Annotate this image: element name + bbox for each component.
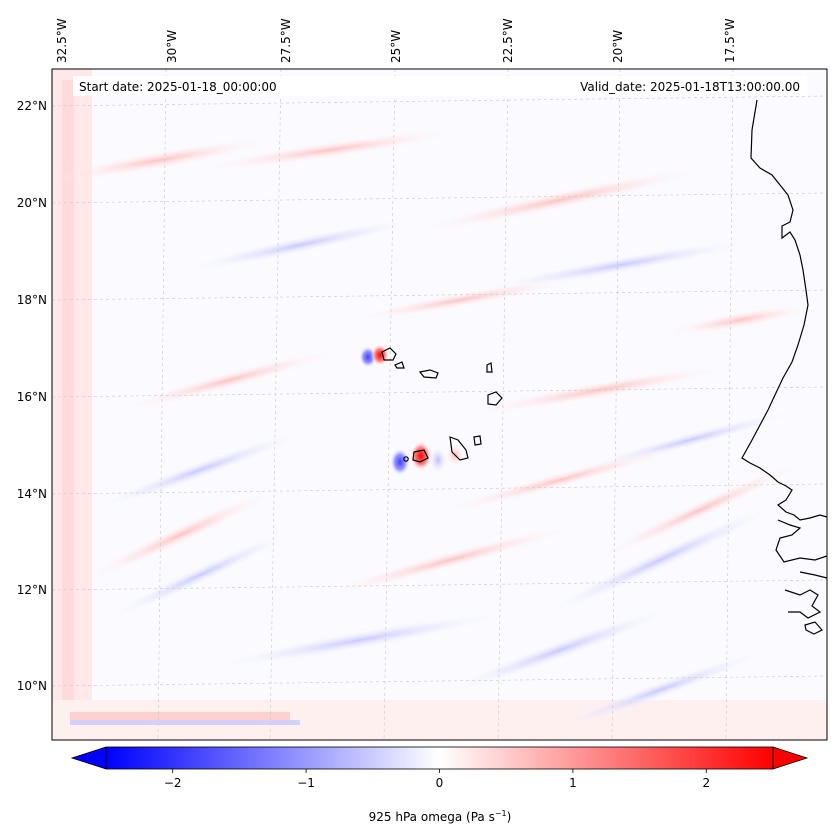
date-info-box: Start date: 2025-01-18_00:00:00 Valid_da…: [73, 76, 807, 96]
lon-label: 27.5°W: [279, 18, 293, 63]
island-boa-vista: [487, 391, 503, 406]
lat-label: 22°N: [17, 99, 47, 113]
colorbar-unit-exponent: −1: [495, 809, 507, 818]
colorbar-tick-label: 0: [436, 776, 444, 790]
lon-label: 17.5°W: [723, 18, 737, 63]
lon-label: 32.5°W: [55, 18, 69, 63]
island-santiago: [449, 436, 469, 461]
island-maio: [473, 435, 482, 446]
coastlines: [381, 99, 827, 635]
gridlines: [52, 69, 827, 740]
lat-label: 18°N: [17, 293, 47, 307]
bijagos-islands: [784, 589, 822, 619]
island-sao-nicolau: [418, 369, 439, 379]
colorbar-tick-label: −1: [297, 776, 315, 790]
lat-label: 12°N: [17, 583, 47, 597]
guinea-coast: [799, 571, 827, 579]
colorbar-min-extend: [70, 746, 107, 770]
senegal-inlet: [775, 519, 827, 563]
lat-label: 14°N: [17, 487, 47, 501]
island-santo-antao: [381, 347, 397, 361]
island-sao-vicente: [394, 361, 405, 369]
map-frame: [51, 68, 828, 741]
island-fogo: [412, 449, 429, 463]
omega-field: [52, 69, 827, 740]
lon-label: 22.5°W: [501, 18, 515, 63]
lat-label: 10°N: [17, 679, 47, 693]
colorbar-tick-label: −2: [164, 776, 182, 790]
colorbar-variable: 925 hPa omega (Pa s: [369, 810, 495, 824]
colorbar-unit-close: ): [507, 810, 512, 824]
colorbar-ticks: −2 −1 0 1 2: [164, 769, 710, 790]
colorbar-gradient: [106, 747, 773, 769]
colorbar-title: 925 hPa omega (Pa s−1): [369, 809, 512, 824]
island-brava: [403, 456, 409, 462]
colorbar-tick-label: 1: [569, 776, 577, 790]
guinea-coast-south: [804, 621, 823, 635]
valid-date-label: Valid_date: 2025-01-18T13:00:00.00: [580, 80, 800, 94]
island-sal: [486, 362, 493, 373]
lat-label: 16°N: [17, 390, 47, 404]
lon-label: 20°W: [611, 30, 625, 63]
longitude-labels: 32.5°W 30°W 27.5°W 25°W 22.5°W 20°W 17.5…: [55, 18, 737, 63]
lon-label: 25°W: [389, 30, 403, 63]
latitude-labels: 22°N 20°N 18°N 16°N 14°N 12°N 10°N: [17, 99, 47, 693]
lat-label: 20°N: [17, 196, 47, 210]
africa-coastline: [741, 99, 827, 521]
colorbar: −2 −1 0 1 2 925 hPa omega (Pa s−1): [70, 746, 809, 824]
start-date-label: Start date: 2025-01-18_00:00:00: [79, 80, 277, 94]
colorbar-tick-label: 2: [702, 776, 710, 790]
lon-label: 30°W: [165, 30, 179, 63]
colorbar-max-extend: [772, 746, 809, 770]
